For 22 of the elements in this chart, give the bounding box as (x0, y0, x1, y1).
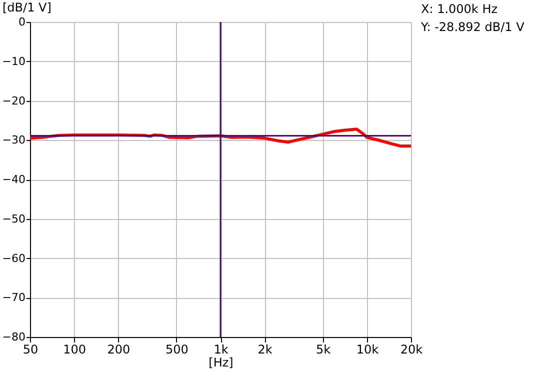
text: X: 1.000k Hz (421, 2, 498, 16)
x-tick-label: 500 (165, 342, 188, 356)
x-tick-label: 20k (400, 342, 423, 356)
y-tick-label: −40 (2, 173, 26, 186)
y-tick-label: 0 (18, 16, 26, 28)
y-tick-label: −30 (2, 134, 26, 147)
y-tick-label: −20 (2, 94, 26, 108)
x-tick-label: 50 (22, 342, 38, 356)
x-tick-label: 10k (356, 342, 379, 356)
x-tick-label: 2k (258, 342, 272, 356)
x-axis-title: [Hz] (208, 356, 234, 370)
x-tick-label: 5k (316, 342, 331, 356)
x-tick-label: 1k (214, 342, 228, 356)
y-axis-title: [dB/1 V] (2, 0, 52, 14)
text: Y: -28.892 dB/1 V (420, 20, 526, 34)
x-tick-label: 100 (63, 342, 86, 356)
y-tick-label: −80 (2, 330, 26, 344)
y-tick-label: −50 (2, 212, 26, 226)
y-tick-label: −70 (2, 291, 26, 304)
y-tick-label: −10 (2, 54, 26, 68)
y-tick-label: −60 (2, 252, 26, 265)
x-tick-label: 200 (107, 342, 130, 356)
